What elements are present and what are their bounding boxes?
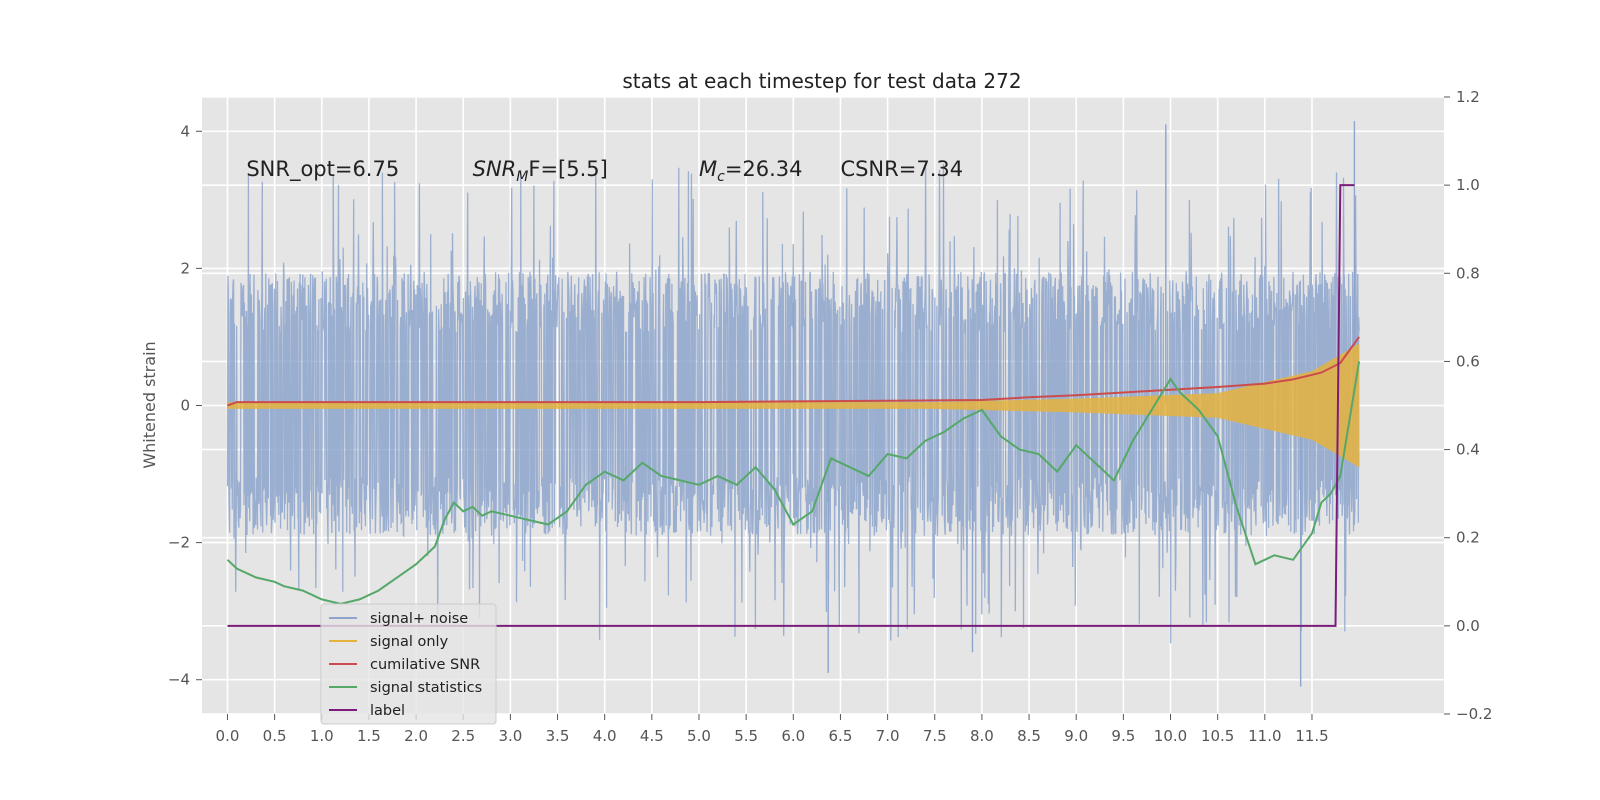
legend-box [320,603,497,725]
annotation-snr-opt: SNR_opt=6.75 [246,157,399,182]
legend: signal+ noise signal only cumilative SNR si… [320,603,497,725]
x-tick-label: 3.0 [498,727,522,745]
series-cumilative-snr-line [227,336,1360,407]
x-tick-label: 9.5 [1111,727,1135,745]
y2-tick-label: 0.2 [1456,529,1480,547]
plot-area [226,120,1361,687]
x-tick-label: 7.0 [876,727,900,745]
y-tick-label: −4 [168,671,190,689]
y2-tick-label: 0.6 [1456,352,1480,370]
series-label-line [227,184,1355,627]
x-tick-label: 11.0 [1248,727,1281,745]
x-tick-label: 1.5 [357,727,381,745]
annotation-suffix: F=[5.5] [528,157,607,181]
annotation-subscript: M [516,169,528,185]
chart-title: stats at each timestep for test data 272 [622,69,1021,93]
x-tick-label: 6.0 [781,727,805,745]
x-tick-label: 5.0 [687,727,711,745]
x-tick-label: 7.5 [923,727,947,745]
x-tick-label: 4.0 [593,727,617,745]
annotation-subscript: c [717,169,725,185]
annotations: SNR_opt=6.75 SNRMF=[5.5] Mc=26.34 CSNR=7.34 [246,157,963,185]
x-tick-label: 10.0 [1154,727,1187,745]
x-tick-label: 0.5 [263,727,287,745]
legend-entry: signal statistics [370,680,482,696]
y2-tick-label: 1.0 [1456,176,1480,194]
annotation-csnr: CSNR=7.34 [840,157,963,181]
x-tick-label: 2.5 [451,727,475,745]
y-tick-label: 0 [180,397,190,415]
y-tick-label: −2 [168,534,190,552]
x-tick-label: 0.0 [216,727,240,745]
series-signal-only-line [227,343,1360,468]
y-tick-label: 2 [180,259,190,277]
x-tick-label: 11.5 [1295,727,1328,745]
x-tick-label: 4.5 [640,727,664,745]
series-signal-noise-line [226,163,1360,644]
legend-entry: label [370,703,405,719]
annotation-suffix: =26.34 [725,157,803,181]
x-tick-label: 2.0 [404,727,428,745]
x-tick-label: 5.5 [734,727,758,745]
y2-tick-label: 0.4 [1456,441,1480,459]
x-tick-label: 9.0 [1064,727,1088,745]
x-tick-label: 3.5 [546,727,570,745]
y-axis-label: Whitened strain [140,341,159,468]
x-tick-label: 10.5 [1201,727,1234,745]
legend-entry: signal+ noise [370,611,468,627]
annotation-prefix: M [699,157,717,181]
y2-tick-label: 0.8 [1456,264,1480,282]
axes: 0.0 0.5 1.0 1.5 2.0 2.5 3.0 3.5 4.0 4.5 5.0 5.5 6.0 6… [168,88,1493,745]
annotation-prefix: SNR [473,157,517,181]
y2-tick-label: 1.2 [1456,88,1480,106]
series-signal-statistics-line [226,361,1361,605]
legend-entry: signal only [370,634,449,650]
x-tick-label: 6.5 [829,727,853,745]
x-tick-label: 8.0 [970,727,994,745]
legend-entry: cumilative SNR [370,657,480,673]
y-tick-label: 4 [180,122,190,140]
annotation-snr-mf: SNRMF=[5.5] [473,157,608,185]
annotation-mc: Mc=26.34 [699,157,803,185]
y2-tick-label: −0.2 [1456,705,1492,723]
x-tick-label: 1.0 [310,727,334,745]
y2-tick-label: 0.0 [1456,617,1480,635]
x-tick-label: 8.5 [1017,727,1041,745]
